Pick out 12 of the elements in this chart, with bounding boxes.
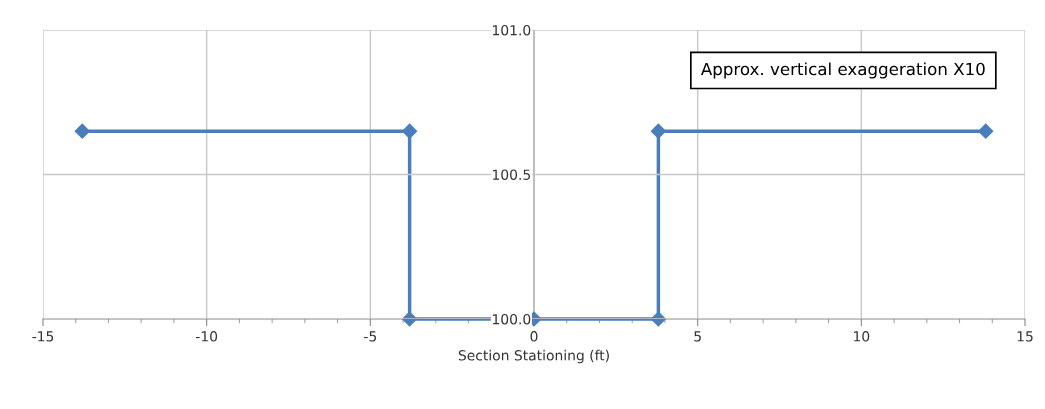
x-axis-title: Section Stationing (ft) (458, 349, 609, 364)
x-tick-label: 15 (1017, 331, 1033, 342)
y-tick-label: 100.5 (492, 169, 531, 180)
x-tick-label: 10 (854, 331, 870, 342)
y-tick-label: 101.0 (492, 24, 531, 36)
y-tick-label: 100.0 (492, 313, 531, 325)
x-tick-label: -10 (196, 331, 218, 342)
annotation: Approx. vertical exaggeration X10 (700, 62, 985, 79)
x-tick-label: -15 (32, 331, 54, 342)
x-tick-label: 0 (530, 331, 538, 342)
x-tick-label: -5 (364, 331, 377, 342)
x-tick-label: 5 (694, 331, 701, 342)
